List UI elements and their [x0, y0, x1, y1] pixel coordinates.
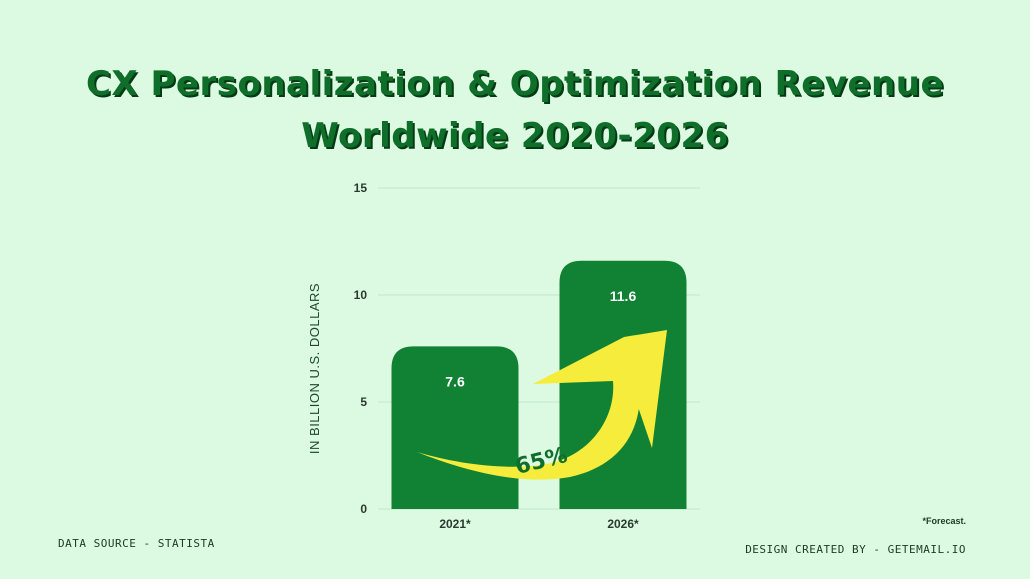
data-source: DATA SOURCE - STATISTA — [58, 537, 215, 550]
x-tick-label: 2026* — [607, 517, 639, 531]
y-tick-label: 15 — [354, 181, 368, 195]
title-line-1: CX Personalization & Optimization Revenu… — [85, 64, 945, 104]
chart-title: CX Personalization & Optimization Revenu… — [0, 58, 1030, 162]
bar-2021 — [391, 346, 519, 509]
y-axis-ticks: 0 5 10 15 — [354, 181, 368, 516]
y-tick-label: 0 — [360, 502, 367, 516]
bar-value-label: 11.6 — [610, 288, 637, 304]
x-axis-ticks: 2021* 2026* — [439, 517, 639, 531]
x-tick-label: 2021* — [439, 517, 471, 531]
bar-value-label: 7.6 — [445, 373, 465, 389]
growth-arrow-shape — [417, 330, 667, 480]
y-tick-label: 10 — [354, 288, 368, 302]
forecast-footnote: *Forecast. — [922, 516, 966, 526]
title-line-2: Worldwide 2020-2026 — [301, 116, 729, 156]
y-axis-label: IN BILLION U.S. DOLLARS — [307, 283, 322, 454]
design-credit: DESIGN CREATED BY - GETEMAIL.IO — [745, 543, 966, 556]
y-tick-label: 5 — [360, 395, 367, 409]
